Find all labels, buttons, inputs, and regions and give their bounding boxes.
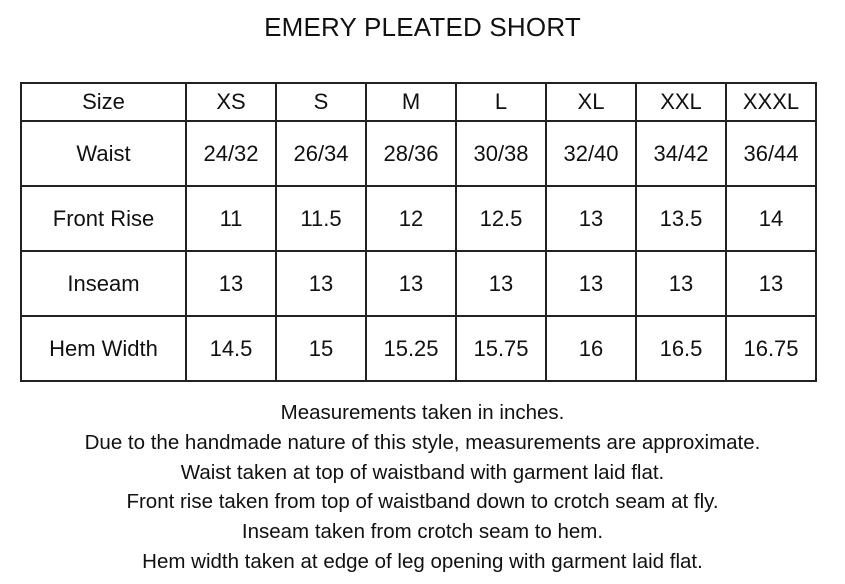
table-cell: XL: [545, 82, 637, 122]
table-row: Front Rise 11 11.5 12 12.5 13 13.5 14: [20, 185, 817, 252]
table-cell: M: [365, 82, 457, 122]
table-cell: 13: [545, 250, 637, 317]
page-title: EMERY PLEATED SHORT: [264, 12, 581, 42]
table-cell: 12.5: [455, 185, 547, 252]
table-cell: 13: [185, 250, 277, 317]
table-cell: XXXL: [725, 82, 817, 122]
note-line: Waist taken at top of waistband with gar…: [180, 460, 665, 484]
table-cell: 16.75: [725, 315, 817, 382]
table-cell: 24/32: [185, 120, 277, 187]
table-cell: S: [275, 82, 367, 122]
note-line: Measurements taken in inches.: [280, 401, 565, 424]
note-line: Due to the handmade nature of this style…: [84, 430, 761, 454]
table-row: Waist 24/32 26/34 28/36 30/38 32/40 34/42 36/44: [20, 120, 817, 187]
table-cell: 15: [275, 315, 367, 382]
table-cell: 13: [275, 250, 367, 317]
table-cell: 12: [365, 185, 457, 252]
table-cell: 13: [455, 250, 547, 317]
measurement-notes: Measurements taken in inches. Due to the …: [0, 398, 845, 577]
table-cell: 13: [635, 250, 727, 317]
table-cell: 30/38: [455, 120, 547, 187]
table-cell: 16: [545, 315, 637, 382]
table-row: Hem Width 14.5 15 15.25 15.75 16 16.5 16.75: [20, 315, 817, 382]
table-cell: 14.5: [185, 315, 277, 382]
table-cell: 11.5: [275, 185, 367, 252]
row-label-cell: Inseam: [20, 250, 187, 317]
row-label-cell: Front Rise: [20, 185, 187, 252]
row-label-cell: Waist: [20, 120, 187, 187]
table-cell: 11: [185, 185, 277, 252]
table-header-row: Size XS S M L XL XXL XXXL: [20, 82, 817, 122]
table-cell: L: [455, 82, 547, 122]
table-row: Inseam 13 13 13 13 13 13 13: [20, 250, 817, 317]
table-cell: 15.75: [455, 315, 547, 382]
table-cell: 13.5: [635, 185, 727, 252]
note-line: Front rise taken from top of waistband d…: [126, 490, 719, 514]
table-cell: XS: [185, 82, 277, 122]
table-cell: 32/40: [545, 120, 637, 187]
table-cell: 36/44: [725, 120, 817, 187]
table-cell: 16.5: [635, 315, 727, 382]
table-cell: 26/34: [275, 120, 367, 187]
size-chart-table: Size XS S M L XL XXL XXXL Waist 24/32 26/34 28/36 30…: [20, 82, 817, 382]
row-label-cell: Hem Width: [20, 315, 187, 382]
table-cell: 13: [365, 250, 457, 317]
note-line: Hem width taken at edge of leg opening w…: [142, 549, 703, 573]
table-cell: 13: [725, 250, 817, 317]
note-line: Inseam taken from crotch seam to hem.: [241, 520, 604, 544]
table-cell: 13: [545, 185, 637, 252]
table-cell: 15.25: [365, 315, 457, 382]
table-cell: 34/42: [635, 120, 727, 187]
table-cell: 28/36: [365, 120, 457, 187]
table-cell: XXL: [635, 82, 727, 122]
row-label-cell: Size: [20, 82, 187, 122]
table-cell: 14: [725, 185, 817, 252]
